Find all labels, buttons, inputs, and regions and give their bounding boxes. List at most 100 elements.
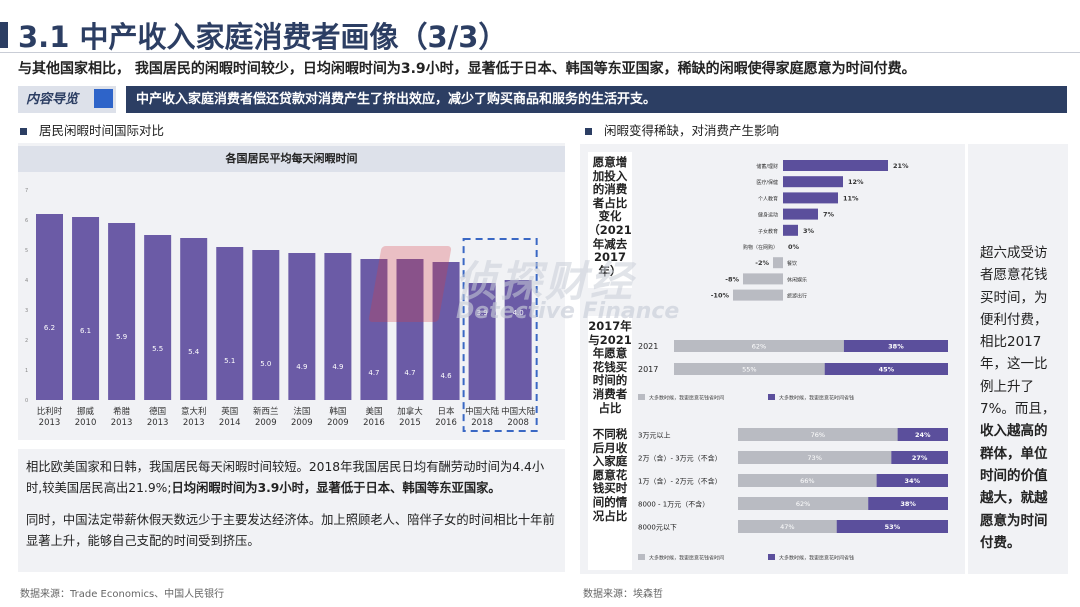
bar bbox=[72, 217, 100, 400]
stack-segment-money bbox=[843, 340, 948, 352]
segment-value-label: 27% bbox=[912, 454, 928, 462]
stack-segment-time bbox=[738, 497, 869, 510]
legend-swatch-time bbox=[638, 394, 645, 400]
bar-value-label: 5.1 bbox=[224, 357, 235, 365]
legend-swatch-time bbox=[638, 554, 645, 560]
section-bullet-icon bbox=[20, 128, 27, 135]
category-label: 休闲娱乐 bbox=[787, 276, 807, 283]
bar-value-label: 5.9 bbox=[116, 333, 127, 341]
conclusion-text: 超六成受访者愿意花钱买时间，为便利付费，相比2017年，这一比例上升了7%。而且… bbox=[980, 245, 1056, 418]
x-category-label: 中国大陆 bbox=[465, 406, 500, 417]
content-guide-text: 中产收入家庭消费者偿还贷款对消费产生了挤出效应，减少了购买商品和服务的生活开支。 bbox=[126, 86, 1067, 113]
category-label: 医疗/保健 bbox=[756, 179, 778, 186]
negative-bar bbox=[733, 289, 783, 301]
survey-charts: 储蓄/理财 21% 医疗/保健 12% 个人教育 11% 健身运动 7% 子女教育 3% 购物（在网… bbox=[638, 160, 948, 562]
stack-segment-time bbox=[674, 363, 825, 375]
x-category-label: 中国大陆 bbox=[501, 406, 536, 417]
bar bbox=[216, 247, 244, 400]
x-year-label: 2016 bbox=[435, 418, 457, 428]
row-label-income-groups: 不同税后月收入家庭愿意花钱买时间的情况占比 bbox=[588, 424, 632, 570]
bar bbox=[396, 259, 424, 400]
value-label: 21% bbox=[893, 162, 909, 170]
x-year-label: 2013 bbox=[147, 418, 169, 428]
section-bullet-icon bbox=[585, 128, 592, 135]
bar-value-label: 5.5 bbox=[152, 345, 163, 353]
segment-value-label: 45% bbox=[879, 366, 895, 374]
bar bbox=[144, 235, 172, 400]
bar-value-label: 5.4 bbox=[188, 348, 200, 356]
right-section-heading: 闲暇变得稀缺，对消费产生影响 bbox=[585, 120, 779, 139]
positive-bar bbox=[783, 176, 843, 188]
positive-bar bbox=[783, 192, 838, 204]
segment-value-label: 76% bbox=[811, 431, 825, 439]
x-category-label: 挪威 bbox=[77, 406, 95, 417]
y-tick-label: 5 bbox=[25, 248, 28, 254]
x-year-label: 2018 bbox=[471, 418, 493, 428]
stack-segment-money bbox=[868, 497, 948, 510]
y-tick-label: 4 bbox=[25, 278, 28, 284]
stack-segment-time bbox=[738, 520, 837, 533]
legend-label: 大多数时候，我更愿意花时间省钱 bbox=[779, 555, 854, 562]
category-label: 储蓄/理财 bbox=[756, 163, 778, 170]
stack-segment-money bbox=[891, 451, 948, 464]
x-year-label: 2009 bbox=[327, 418, 349, 428]
content-guide-square-icon bbox=[94, 89, 113, 108]
stack-segment-money bbox=[876, 474, 948, 487]
bar-value-label: 5.0 bbox=[260, 360, 271, 368]
value-label: 12% bbox=[848, 178, 864, 186]
x-year-label: 2009 bbox=[255, 418, 277, 428]
segment-value-label: 34% bbox=[905, 477, 921, 485]
category-label: 2万（含）- 3万元（不含） bbox=[638, 454, 722, 463]
value-label: 3% bbox=[803, 227, 815, 235]
y-tick-label: 6 bbox=[25, 218, 28, 224]
bar-value-label: 3.9 bbox=[477, 309, 488, 317]
bar-value-label: 6.2 bbox=[44, 324, 55, 332]
x-year-label: 2016 bbox=[363, 418, 385, 428]
left-heading-text: 居民闲暇时间国际对比 bbox=[39, 123, 165, 138]
bar bbox=[324, 253, 352, 400]
bar bbox=[180, 238, 208, 400]
row-label-spending-change: 愿意增加投入的消费者占比变化（2021年减去2017年） bbox=[588, 152, 632, 288]
bar-value-label: 4.6 bbox=[440, 372, 452, 380]
bar bbox=[360, 259, 388, 400]
value-label: -2% bbox=[755, 259, 769, 267]
commentary-emphasis: 日均闲暇时间为3.9小时，显著低于日本、韩国等东亚国家。 bbox=[171, 481, 501, 495]
x-category-label: 意大利 bbox=[181, 406, 207, 417]
content-guide-row: 内容导览 中产收入家庭消费者偿还贷款对消费产生了挤出效应，减少了购买商品和服务的… bbox=[18, 86, 1067, 113]
value-label: -10% bbox=[711, 292, 730, 300]
legend-swatch-money bbox=[768, 554, 775, 560]
leisure-chart-title: 各国居民平均每天闲暇时间 bbox=[18, 146, 565, 172]
bar-value-label: 4.7 bbox=[404, 369, 415, 377]
bar-value-label: 6.1 bbox=[80, 327, 91, 335]
x-category-label: 希腊 bbox=[113, 406, 131, 417]
bar bbox=[468, 283, 496, 400]
right-source-note: 数据来源：埃森哲 bbox=[583, 589, 663, 600]
title-divider bbox=[0, 52, 1080, 53]
segment-value-label: 66% bbox=[800, 477, 814, 485]
x-year-label: 2010 bbox=[75, 418, 97, 428]
watermark-en: Detective Finance bbox=[456, 299, 680, 324]
stack-segment-money bbox=[897, 428, 948, 441]
positive-bar bbox=[783, 224, 798, 236]
bar bbox=[252, 250, 280, 400]
category-label: 8000 - 1万元（不含） bbox=[638, 500, 709, 509]
segment-value-label: 53% bbox=[885, 523, 901, 531]
page-subtitle: 与其他国家相比， 我国居民的闲暇时间较少，日均闲暇时间为3.9小时，显著低于日本… bbox=[18, 61, 916, 77]
segment-value-label: 38% bbox=[900, 500, 916, 508]
value-label: 11% bbox=[843, 194, 859, 202]
leisure-chart-panel: 各国居民平均每天闲暇时间 7 6 5 4 3 2 1 0 6.2 比利时 2013 6.1 挪威 2010… bbox=[18, 143, 565, 440]
legend-label: 大多数时候，我更愿意花钱省时间 bbox=[649, 395, 724, 402]
bar-value-label: 4.0 bbox=[513, 309, 524, 317]
x-year-label: 2015 bbox=[399, 418, 421, 428]
legend-label: 大多数时候，我更愿意花钱省时间 bbox=[649, 555, 724, 562]
bar-value-label: 4.9 bbox=[332, 363, 343, 371]
commentary-paragraph-2: 同时，中国法定带薪休假天数远少于主要发达经济体。加上照顾老人、陪伴子女的时间相比… bbox=[26, 513, 555, 548]
stack-segment-money bbox=[836, 520, 948, 533]
left-commentary: 相比欧美国家和日韩，我国居民每天闲暇时间较短。2018年我国居民日均有酬劳动时间… bbox=[18, 449, 565, 572]
legend-label: 大多数时候，我更愿意花时间省钱 bbox=[779, 395, 854, 402]
bar-value-label: 4.9 bbox=[296, 363, 307, 371]
x-year-label: 2009 bbox=[291, 418, 313, 428]
category-label: 1万（含）- 2万元（不含） bbox=[638, 477, 722, 486]
x-year-label: 2013 bbox=[39, 418, 61, 428]
survey-panel: 愿意增加投入的消费者占比变化（2021年减去2017年） 2017年与2021年… bbox=[580, 144, 965, 574]
